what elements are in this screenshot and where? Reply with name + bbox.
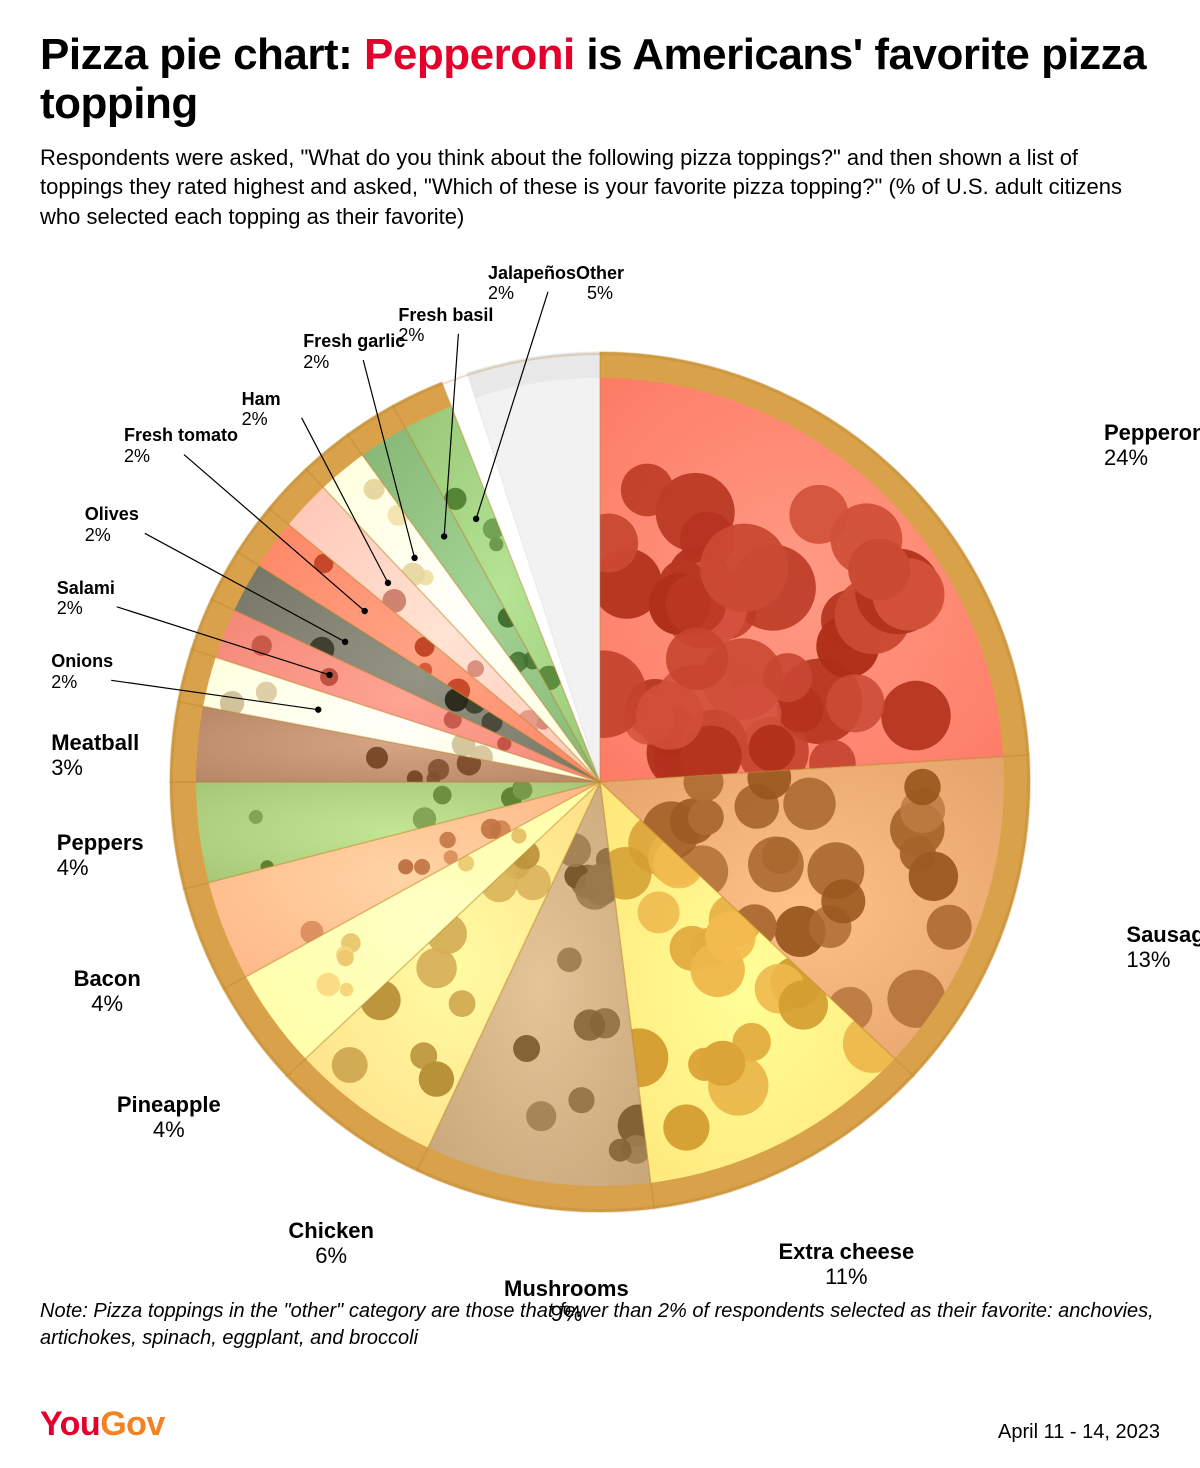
slice-name: Fresh garlic: [303, 331, 405, 351]
pie-slice: [559, 352, 1029, 795]
slice-name: Jalapeños: [488, 263, 576, 283]
survey-date: April 11 - 14, 2023: [998, 1421, 1160, 1444]
slice-name: Meatball: [51, 730, 139, 755]
brand-gov: Gov: [100, 1405, 165, 1443]
slice-percent: 9%: [504, 1301, 629, 1326]
slice-name: Ham: [242, 389, 281, 409]
pie-slice-label: Mushrooms9%: [504, 1276, 629, 1327]
slice-name: Extra cheese: [779, 1239, 915, 1264]
slice-name: Salami: [57, 578, 115, 598]
pie-slice-label: Ham2%: [242, 389, 281, 430]
slice-percent: 2%: [57, 598, 115, 619]
page-subtitle: Respondents were asked, "What do you thi…: [40, 143, 1160, 232]
pie-slice-label: Olives2%: [85, 504, 139, 545]
slice-percent: 2%: [51, 672, 113, 693]
slice-percent: 11%: [779, 1264, 915, 1289]
page-title: Pizza pie chart: Pepperoni is Americans'…: [40, 30, 1160, 129]
slice-name: Pineapple: [117, 1092, 221, 1117]
note-label: Note: [40, 1300, 82, 1322]
title-pre: Pizza pie chart:: [40, 30, 364, 79]
slice-percent: 2%: [398, 325, 493, 346]
title-highlight: Pepperoni: [364, 30, 575, 79]
pie-slice-label: Peppers4%: [57, 830, 144, 881]
slice-name: Olives: [85, 504, 139, 524]
pie-slice-label: Salami2%: [57, 578, 115, 619]
slice-name: Onions: [51, 651, 113, 671]
slice-name: Peppers: [57, 830, 144, 855]
pie-slice-label: Onions2%: [51, 651, 113, 692]
slice-percent: 2%: [124, 446, 238, 467]
slice-name: Other: [576, 263, 624, 283]
pie-slice-label: Jalapeños2%: [488, 263, 576, 304]
slice-percent: 6%: [288, 1243, 374, 1268]
pie-slice-label: Extra cheese11%: [779, 1239, 915, 1290]
footer: YouGov April 11 - 14, 2023: [40, 1405, 1160, 1444]
slice-name: Fresh tomato: [124, 425, 238, 445]
pie-slice-label: Fresh tomato2%: [124, 425, 238, 466]
slice-percent: 4%: [57, 855, 144, 880]
slice-name: Sausage: [1126, 922, 1200, 947]
brand-logo: YouGov: [40, 1405, 165, 1444]
slice-name: Mushrooms: [504, 1276, 629, 1301]
slice-name: Bacon: [74, 966, 141, 991]
slice-percent: 2%: [488, 283, 576, 304]
slice-percent: 3%: [51, 755, 139, 780]
pie-slice-label: Pineapple4%: [117, 1092, 221, 1143]
pie-slice-label: Chicken6%: [288, 1218, 374, 1269]
pie-slice-label: Sausage13%: [1126, 922, 1200, 973]
slice-name: Chicken: [288, 1218, 374, 1243]
slice-percent: 13%: [1126, 947, 1200, 972]
pie-slice-label: Pepperoni24%: [1104, 420, 1200, 471]
pie-slice-label: Fresh basil2%: [398, 305, 493, 346]
slice-name: Fresh basil: [398, 305, 493, 325]
slice-percent: 4%: [117, 1117, 221, 1142]
pie-slice-label: Other5%: [576, 263, 624, 304]
slice-percent: 2%: [85, 525, 139, 546]
brand-you: You: [40, 1405, 100, 1443]
slice-percent: 24%: [1104, 445, 1200, 470]
slice-name: Pepperoni: [1104, 420, 1200, 445]
pie-slice-label: Bacon4%: [74, 966, 141, 1017]
pie-slice-label: Fresh garlic2%: [303, 331, 405, 372]
infographic-page: Pizza pie chart: Pepperoni is Americans'…: [0, 0, 1200, 1468]
slice-percent: 4%: [74, 991, 141, 1016]
pie-chart: Other5%Pepperoni24%Sausage13%Extra chees…: [40, 242, 1160, 1292]
slice-percent: 5%: [576, 283, 624, 304]
pie-slice-label: Meatball3%: [51, 730, 139, 781]
slice-percent: 2%: [242, 409, 281, 430]
slice-percent: 2%: [303, 352, 405, 373]
